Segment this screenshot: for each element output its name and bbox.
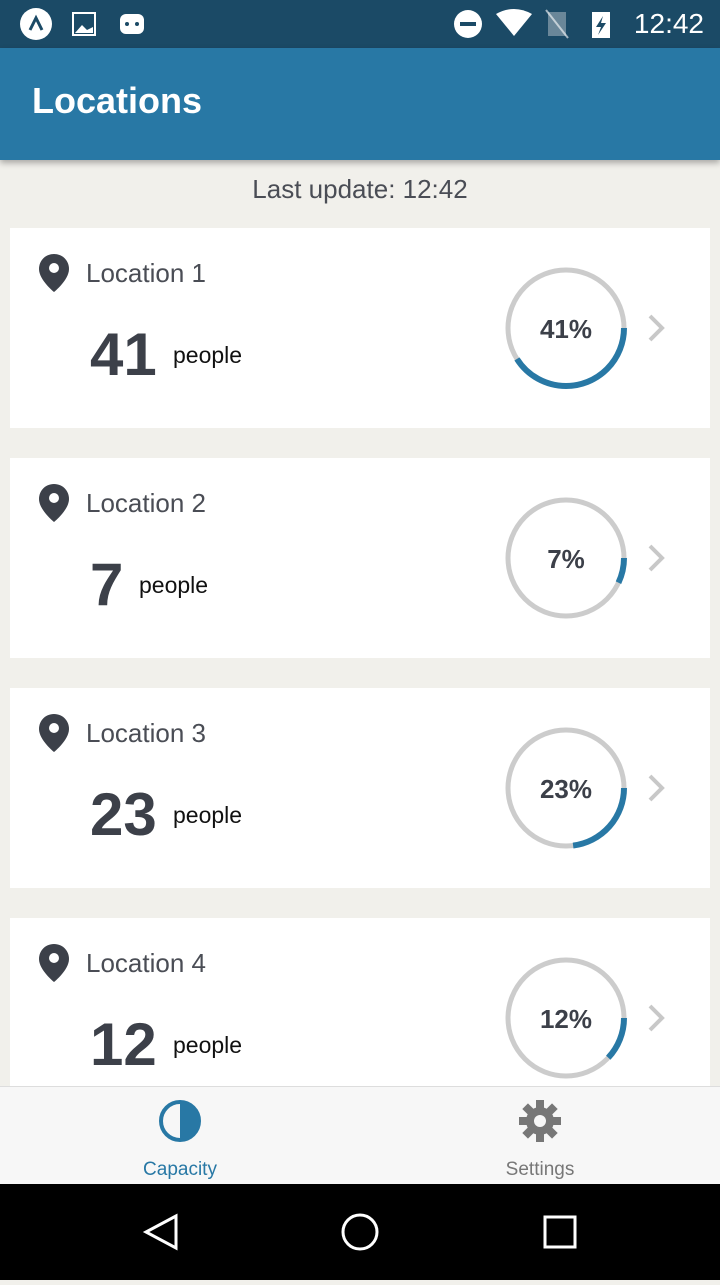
half-circle-icon bbox=[159, 1100, 201, 1142]
notification-icons bbox=[20, 8, 144, 40]
tab-settings[interactable]: Settings bbox=[360, 1087, 720, 1185]
location-name: Location 3 bbox=[86, 718, 206, 748]
chevron-right-icon bbox=[648, 774, 665, 802]
location-list[interactable]: Location 1 41 people 41% Location 2 7 pe… bbox=[10, 228, 710, 1086]
gear-icon bbox=[519, 1100, 561, 1142]
people-label: people bbox=[173, 802, 243, 828]
capacity-percent: 12% bbox=[539, 1004, 593, 1034]
location-card[interactable]: Location 4 12 people 12% bbox=[10, 918, 710, 1086]
recents-button[interactable] bbox=[543, 1215, 577, 1249]
chevron-right-icon bbox=[648, 1004, 665, 1032]
bottom-nav: Capacity Settings bbox=[0, 1086, 720, 1184]
status-bar: 12:42 bbox=[0, 0, 720, 48]
capacity-ring bbox=[505, 497, 627, 619]
tab-label: Settings bbox=[505, 1159, 575, 1180]
app-bar: Locations bbox=[0, 48, 720, 160]
capacity-percent: 41% bbox=[539, 314, 593, 344]
tab-capacity[interactable]: Capacity bbox=[0, 1087, 360, 1185]
capacity-percent: 7% bbox=[547, 544, 585, 574]
system-nav-bar bbox=[0, 1184, 720, 1280]
location-name: Location 1 bbox=[86, 258, 206, 288]
people-label: people bbox=[173, 1032, 243, 1058]
chevron-right-icon bbox=[648, 544, 665, 572]
last-update-text: Last update: 12:42 bbox=[252, 174, 468, 204]
location-pin-icon bbox=[39, 484, 69, 522]
people-count: 7 bbox=[90, 551, 124, 618]
location-card[interactable]: Location 3 23 people 23% bbox=[10, 688, 710, 888]
tab-label: Capacity bbox=[143, 1159, 217, 1180]
people-count: 23 bbox=[90, 781, 157, 848]
ring-progress bbox=[505, 267, 627, 389]
location-pin-icon bbox=[39, 944, 69, 982]
location-name: Location 2 bbox=[86, 488, 206, 518]
page-title: Locations bbox=[32, 80, 203, 121]
location-card[interactable]: Location 1 41 people 41% bbox=[10, 228, 710, 428]
capacity-ring bbox=[505, 267, 627, 389]
location-pin-icon bbox=[39, 714, 69, 752]
ring-progress bbox=[505, 727, 627, 849]
home-button[interactable] bbox=[341, 1213, 379, 1251]
capacity-percent: 23% bbox=[539, 774, 593, 804]
capacity-ring bbox=[505, 727, 627, 849]
people-count: 41 bbox=[90, 321, 157, 388]
ring-progress bbox=[505, 497, 627, 619]
location-pin-icon bbox=[39, 254, 69, 292]
people-count: 12 bbox=[90, 1011, 157, 1078]
status-time: 12:42 bbox=[633, 8, 704, 39]
capacity-ring bbox=[505, 957, 627, 1079]
people-label: people bbox=[139, 572, 209, 598]
location-name: Location 4 bbox=[86, 948, 206, 978]
chevron-right-icon bbox=[648, 314, 665, 342]
system-icons bbox=[454, 9, 610, 39]
people-label: people bbox=[173, 342, 243, 368]
location-card[interactable]: Location 2 7 people 7% bbox=[10, 458, 710, 658]
back-button[interactable] bbox=[142, 1213, 178, 1251]
ring-progress bbox=[505, 957, 627, 1079]
